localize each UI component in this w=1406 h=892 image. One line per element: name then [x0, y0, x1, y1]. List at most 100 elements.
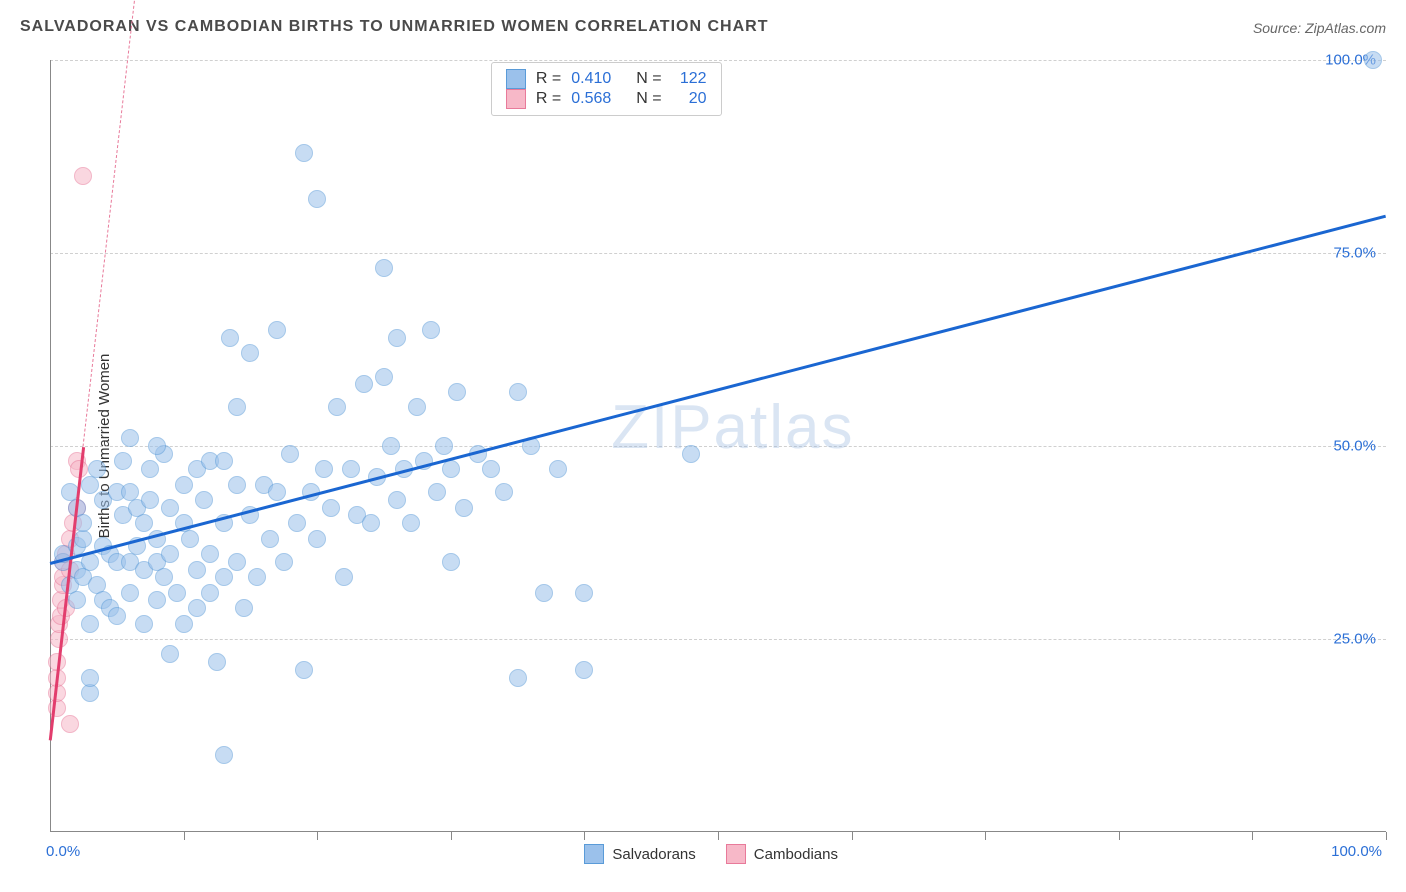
- point-salvadorans: [201, 545, 219, 563]
- point-salvadorans: [215, 568, 233, 586]
- legend-N-value: 122: [672, 70, 707, 88]
- legend-label-cambodians: Cambodians: [754, 846, 838, 863]
- x-tick-label: 0.0%: [46, 843, 80, 860]
- point-salvadorans: [241, 344, 259, 362]
- y-tick-label: 50.0%: [1333, 438, 1376, 455]
- point-salvadorans: [442, 553, 460, 571]
- point-salvadorans: [295, 144, 313, 162]
- legend-R-label: R =: [536, 90, 561, 108]
- point-salvadorans: [121, 429, 139, 447]
- legend-R-value: 0.410: [571, 70, 626, 88]
- x-tick: [451, 832, 452, 840]
- point-salvadorans: [135, 615, 153, 633]
- point-salvadorans: [121, 584, 139, 602]
- point-salvadorans: [141, 460, 159, 478]
- point-salvadorans: [495, 483, 513, 501]
- legend-item-salvadorans: Salvadorans: [584, 844, 695, 864]
- grid-line-horizontal: [50, 60, 1386, 61]
- x-tick: [184, 832, 185, 840]
- point-salvadorans: [181, 530, 199, 548]
- point-salvadorans: [74, 514, 92, 532]
- point-salvadorans: [168, 584, 186, 602]
- watermark: ZIPatlas: [611, 392, 854, 463]
- legend-N-value: 20: [672, 90, 707, 108]
- point-salvadorans: [195, 491, 213, 509]
- point-salvadorans: [215, 452, 233, 470]
- point-salvadorans: [575, 584, 593, 602]
- point-salvadorans: [148, 437, 166, 455]
- point-salvadorans: [281, 445, 299, 463]
- x-axis: [50, 831, 1386, 832]
- point-salvadorans: [448, 383, 466, 401]
- source-attribution: Source: ZipAtlas.com: [1253, 20, 1386, 36]
- legend-series: Salvadorans Cambodians: [584, 844, 838, 864]
- point-salvadorans: [235, 599, 253, 617]
- point-salvadorans: [509, 383, 527, 401]
- point-salvadorans: [549, 460, 567, 478]
- point-salvadorans: [228, 553, 246, 571]
- point-salvadorans: [355, 375, 373, 393]
- legend-N-label: N =: [636, 70, 661, 88]
- legend-swatch-salvadorans: [506, 69, 526, 89]
- point-salvadorans: [74, 530, 92, 548]
- point-salvadorans: [161, 545, 179, 563]
- point-salvadorans: [268, 321, 286, 339]
- point-salvadorans: [328, 398, 346, 416]
- point-salvadorans: [228, 476, 246, 494]
- point-salvadorans: [375, 368, 393, 386]
- point-salvadorans: [455, 499, 473, 517]
- point-salvadorans: [442, 460, 460, 478]
- source-label: Source:: [1253, 20, 1305, 36]
- point-salvadorans: [228, 398, 246, 416]
- legend-swatch-cambodians: [726, 844, 746, 864]
- legend-R-label: R =: [536, 70, 561, 88]
- point-salvadorans: [535, 584, 553, 602]
- point-salvadorans: [308, 190, 326, 208]
- point-salvadorans: [362, 514, 380, 532]
- x-tick: [1252, 832, 1253, 840]
- x-tick: [1386, 832, 1387, 840]
- point-salvadorans: [295, 661, 313, 679]
- point-salvadorans: [81, 615, 99, 633]
- point-salvadorans: [308, 530, 326, 548]
- point-salvadorans: [261, 530, 279, 548]
- legend-item-cambodians: Cambodians: [726, 844, 838, 864]
- point-salvadorans: [108, 607, 126, 625]
- point-salvadorans: [161, 499, 179, 517]
- point-salvadorans: [135, 514, 153, 532]
- point-salvadorans: [81, 476, 99, 494]
- point-salvadorans: [422, 321, 440, 339]
- point-salvadorans: [315, 460, 333, 478]
- legend-swatch-cambodians: [506, 89, 526, 109]
- point-salvadorans: [388, 491, 406, 509]
- trend-line: [50, 214, 1387, 564]
- x-tick-label: 100.0%: [1331, 843, 1382, 860]
- point-salvadorans: [188, 561, 206, 579]
- point-salvadorans: [221, 329, 239, 347]
- point-salvadorans: [402, 514, 420, 532]
- legend-stats: R = 0.410 N = 122R = 0.568 N = 20: [491, 62, 722, 116]
- point-salvadorans: [201, 584, 219, 602]
- point-salvadorans: [161, 645, 179, 663]
- point-salvadorans: [275, 553, 293, 571]
- legend-stats-row-salvadorans: R = 0.410 N = 122: [506, 69, 707, 89]
- x-tick: [718, 832, 719, 840]
- y-tick-label: 75.0%: [1333, 245, 1376, 262]
- point-salvadorans: [248, 568, 266, 586]
- x-tick: [852, 832, 853, 840]
- grid-line-horizontal: [50, 253, 1386, 254]
- point-salvadorans: [1364, 51, 1382, 69]
- point-salvadorans: [188, 599, 206, 617]
- point-salvadorans: [68, 591, 86, 609]
- point-salvadorans: [482, 460, 500, 478]
- point-salvadorans: [148, 591, 166, 609]
- legend-R-value: 0.568: [571, 90, 626, 108]
- point-cambodians: [48, 699, 66, 717]
- point-salvadorans: [208, 653, 226, 671]
- point-salvadorans: [575, 661, 593, 679]
- x-tick: [985, 832, 986, 840]
- point-salvadorans: [335, 568, 353, 586]
- point-salvadorans: [81, 684, 99, 702]
- point-salvadorans: [342, 460, 360, 478]
- grid-line-horizontal: [50, 639, 1386, 640]
